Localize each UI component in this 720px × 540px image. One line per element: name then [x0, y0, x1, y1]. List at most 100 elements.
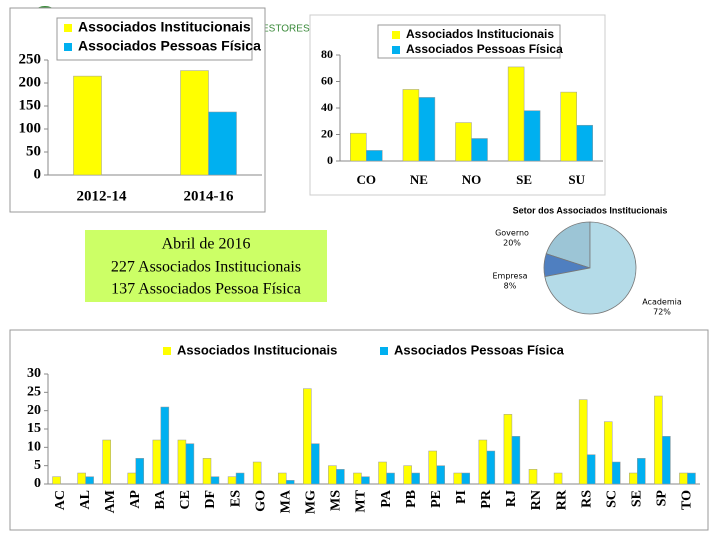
x-tick-label: RN [529, 490, 544, 510]
bar [478, 439, 488, 485]
x-tick-label: AC [53, 490, 68, 510]
x-tick-label: SE [630, 490, 645, 507]
legend-label: Associados Pessoas Física [78, 38, 261, 54]
bar [227, 476, 237, 485]
x-tick-label: ES [228, 490, 243, 507]
legend-label: Associados Pessoas Física [406, 42, 563, 56]
bar [102, 439, 111, 485]
y-tick-label: 20 [27, 403, 41, 418]
bar [350, 132, 367, 162]
bar [177, 439, 187, 485]
slice-value: 20% [503, 239, 521, 248]
bar [629, 472, 638, 485]
legend-label: Associados Institucionais [406, 27, 554, 41]
bar [471, 138, 488, 162]
legend-swatch [392, 31, 400, 39]
bar [637, 458, 646, 485]
bar [603, 421, 613, 485]
legend-swatch [392, 46, 400, 54]
legend-swatch [64, 24, 72, 32]
bar [378, 461, 387, 485]
y-tick-label: 150 [19, 97, 42, 113]
bar [152, 439, 162, 485]
bar [455, 122, 472, 162]
y-tick-label: 10 [27, 440, 41, 455]
bar [336, 469, 345, 485]
x-tick-label: PI [454, 490, 469, 504]
pie-slice [544, 221, 637, 315]
chart-frame [9, 329, 709, 531]
x-tick-label: SP [655, 490, 670, 507]
y-tick-label: 0 [34, 166, 42, 182]
bar [353, 472, 362, 485]
bar [235, 472, 245, 485]
bar [303, 388, 312, 485]
x-tick-label: RJ [504, 490, 519, 507]
y-tick-label: 200 [19, 74, 42, 90]
x-tick-label: 2012-14 [77, 188, 127, 204]
bar [311, 443, 320, 485]
x-tick-label: AP [128, 490, 143, 509]
pie-title: Setor dos Associados Institucionais [513, 205, 668, 215]
bar [687, 472, 696, 485]
bar [411, 472, 420, 485]
x-tick-label: RR [554, 489, 569, 510]
x-tick-label: PE [429, 490, 444, 508]
x-tick-label: RS [579, 490, 594, 508]
bar [180, 70, 209, 176]
bar [511, 436, 521, 485]
y-tick-label: 100 [19, 120, 42, 136]
x-tick-label: BA [153, 489, 168, 509]
bar [127, 472, 137, 485]
y-tick-label: 30 [27, 366, 41, 381]
x-tick-label: SE [516, 172, 532, 187]
x-tick-label: TO [680, 490, 695, 510]
bar [461, 472, 471, 485]
bar [160, 406, 170, 485]
bar [611, 461, 621, 485]
bar [523, 110, 541, 162]
y-tick-label: 15 [27, 421, 41, 436]
bar [507, 66, 525, 162]
x-tick-label: NE [410, 172, 428, 187]
y-tick-label: 20 [321, 126, 333, 140]
legend-swatch [64, 43, 72, 51]
x-tick-label: AL [78, 490, 93, 509]
legend-label: Associados Institucionais [78, 19, 251, 35]
y-tick-label: 40 [321, 100, 333, 114]
info-line: Abril de 2016 [162, 236, 251, 253]
bar [453, 472, 463, 485]
bar [366, 150, 383, 162]
legend-swatch [163, 347, 171, 355]
bar [486, 450, 496, 485]
x-tick-label: GO [253, 490, 268, 512]
legend-box [56, 17, 253, 61]
x-tick-label: DF [203, 490, 218, 509]
y-tick-label: 250 [19, 51, 42, 67]
x-tick-label: PA [379, 489, 394, 508]
bar [402, 89, 420, 162]
bar [578, 399, 588, 485]
y-tick-label: 0 [327, 153, 333, 167]
bar [560, 91, 577, 162]
x-tick-label: 2014-16 [184, 188, 234, 204]
bar [85, 476, 94, 485]
bar [662, 436, 671, 485]
bar [503, 414, 513, 485]
x-tick-label: NO [462, 172, 482, 187]
info-line: 137 Associados Pessoa Física [111, 281, 301, 298]
x-tick-label: MS [329, 490, 344, 511]
bar [277, 472, 287, 485]
y-tick-label: 50 [26, 143, 41, 159]
pie-slice [545, 221, 591, 269]
slice-label: Governo [495, 229, 529, 238]
bar [403, 465, 412, 485]
bar [586, 454, 596, 485]
x-tick-label: CO [357, 172, 377, 187]
y-tick-label: 60 [321, 73, 333, 87]
info-box [85, 230, 327, 302]
bar [135, 458, 145, 485]
bar [418, 97, 436, 162]
bar [679, 472, 688, 485]
